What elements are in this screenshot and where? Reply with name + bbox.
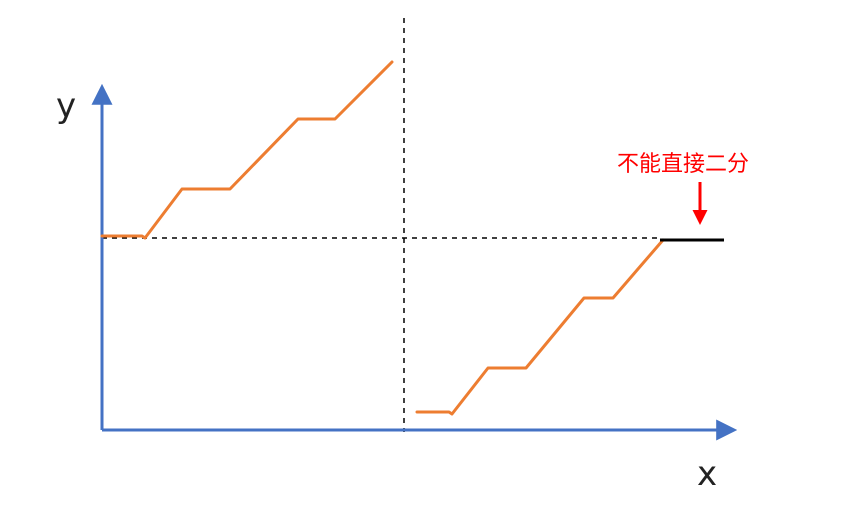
annotation-label: 不能直接二分 xyxy=(617,152,749,177)
left-stepped-curve xyxy=(100,60,394,240)
right-stepped-curve xyxy=(415,238,665,416)
x-axis-label: x xyxy=(697,454,717,494)
y-axis-label: y xyxy=(56,86,76,126)
